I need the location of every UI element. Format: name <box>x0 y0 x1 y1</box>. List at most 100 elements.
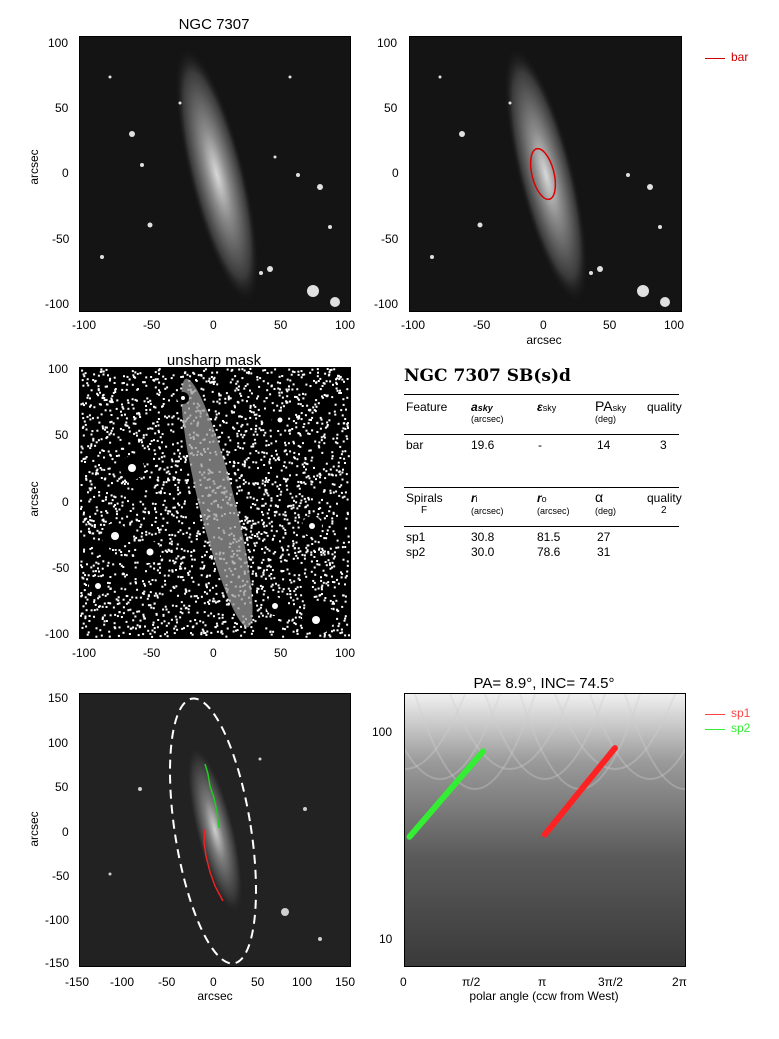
y-tick: 100 <box>48 36 69 50</box>
table-rule <box>404 526 679 527</box>
y-tick: 100 <box>48 736 69 750</box>
x-tick: 0 <box>210 975 217 989</box>
x-tick: 50 <box>603 318 617 332</box>
header-quality: quality <box>647 400 682 414</box>
x-tick: 100 <box>664 318 685 332</box>
header-ri-text: r <box>471 491 476 505</box>
bar-row-pa: 14 <box>597 438 611 452</box>
x-tick: -50 <box>143 646 161 660</box>
x-tick: -100 <box>72 646 97 660</box>
y-tick: -100 <box>45 627 70 641</box>
header-pa-unit: (deg) <box>595 414 617 424</box>
y-tick: 0 <box>62 495 69 509</box>
row-ro: 78.6 <box>537 545 561 559</box>
header-pa: PAsky <box>595 398 626 414</box>
header-ro: ro <box>537 491 547 505</box>
x-tick: 100 <box>335 318 356 332</box>
y-tick: -50 <box>52 561 70 575</box>
x-tick: 100 <box>292 975 313 989</box>
x-tick: -150 <box>65 975 90 989</box>
y-tick: 0 <box>62 166 69 180</box>
series-sp2-line <box>406 748 486 840</box>
row-alpha: 31 <box>597 545 611 559</box>
series-sp1-line <box>541 745 618 838</box>
y-tick: -50 <box>381 232 399 246</box>
header-ro-text: r <box>537 491 542 505</box>
header-eps: εsky <box>537 400 556 414</box>
row-ri: 30.8 <box>471 530 495 544</box>
header-feature: Feature <box>406 400 448 414</box>
y-tick: -150 <box>45 956 70 970</box>
table-title: NGC 7307 SB(s)d <box>404 366 571 386</box>
header-eps-text: ε <box>537 400 543 414</box>
x-tick: 150 <box>335 975 356 989</box>
galaxy-image-bar <box>409 36 682 312</box>
y-tick: 100 <box>377 36 398 50</box>
galaxy-image-render <box>80 37 350 311</box>
sp2-trace <box>204 763 220 829</box>
x-tick: 0 <box>400 975 407 989</box>
galaxy-image <box>79 36 351 312</box>
y-tick: 100 <box>48 362 69 376</box>
x-tick: 0 <box>210 646 217 660</box>
header-ri-sub: i <box>475 494 478 504</box>
y-tick: 0 <box>62 825 69 839</box>
x-tick: -100 <box>72 318 97 332</box>
header-a-text: a <box>471 400 478 414</box>
bar-row-quality: 3 <box>660 438 667 452</box>
bar-row-name: bar <box>406 438 424 452</box>
header-quality-2: quality <box>647 491 682 505</box>
legend-label-bar: bar <box>731 50 749 64</box>
row-name: sp1 <box>406 530 426 544</box>
unsharp-mask-render <box>80 368 350 638</box>
header-a: asky <box>471 400 493 414</box>
header-alpha-unit: (deg) <box>595 506 617 516</box>
header-alpha: α <box>595 489 604 505</box>
y-tick: 50 <box>384 101 398 115</box>
y-tick: -100 <box>45 297 70 311</box>
row-ri: 30.0 <box>471 545 495 559</box>
x-axis-label: polar angle (ccw from West) <box>469 989 619 1003</box>
bar-row-eps: - <box>538 438 542 452</box>
y-axis-label: arcsec <box>27 811 41 847</box>
header-a-unit: (arcsec) <box>471 414 504 424</box>
header-ro-unit: (arcsec) <box>537 506 570 516</box>
legend-swatch-sp1 <box>705 714 725 715</box>
header-ri: ri <box>471 491 478 505</box>
header-ro-sub: o <box>541 494 547 504</box>
header-spirals: Spirals <box>406 491 443 505</box>
panel-title: PA= 8.9°, INC= 74.5° <box>473 675 615 692</box>
y-tick: 100 <box>372 725 393 739</box>
panel-title: NGC 7307 <box>178 16 250 33</box>
row-alpha: 27 <box>597 530 611 544</box>
sp1-trace <box>203 828 224 902</box>
legend-swatch-bar <box>705 58 725 59</box>
header-f: F <box>421 505 428 516</box>
header-a-sub: sky <box>477 403 493 413</box>
x-tick: 50 <box>274 318 288 332</box>
x-tick: 2π <box>672 975 687 989</box>
x-axis-label: arcsec <box>197 989 233 1003</box>
table-rule <box>404 394 679 395</box>
y-tick: 50 <box>55 780 69 794</box>
y-tick: -50 <box>52 232 70 246</box>
header-ri-unit: (arcsec) <box>471 506 504 516</box>
table-rule <box>404 487 679 488</box>
table-rule <box>404 434 679 435</box>
x-tick: 3π/2 <box>598 975 623 989</box>
y-tick: 150 <box>48 691 69 705</box>
header-pa-sub: sky <box>612 403 627 413</box>
galaxy-spirals-render <box>80 694 350 966</box>
bar-ellipse <box>529 147 557 201</box>
x-tick: π <box>538 975 547 989</box>
legend-label-sp1: sp1 <box>731 706 751 720</box>
legend-label-sp2: sp2 <box>731 721 751 735</box>
y-tick: 50 <box>55 101 69 115</box>
y-axis-label: arcsec <box>27 149 41 185</box>
y-axis-label: arcsec <box>27 481 41 517</box>
x-axis-label: arcsec <box>526 333 562 347</box>
header-pa-text: PA <box>595 398 613 414</box>
y-tick: 10 <box>379 932 393 946</box>
y-tick: 50 <box>55 428 69 442</box>
row-ro: 81.5 <box>537 530 561 544</box>
